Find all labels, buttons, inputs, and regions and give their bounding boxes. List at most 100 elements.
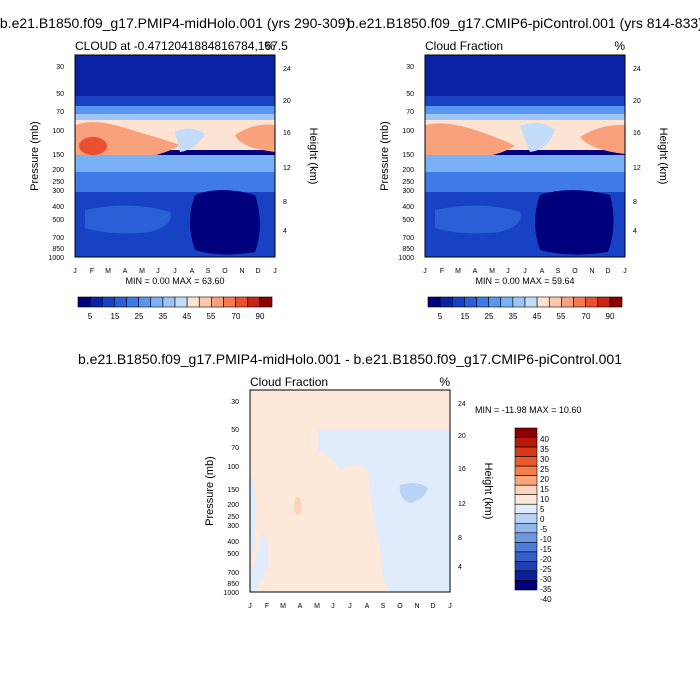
panel-title: b.e21.B1850.f09_g17.PMIP4-midHolo.001 - … [78,351,622,367]
plot-frame [249,389,451,593]
x-tick-label: J [156,268,160,275]
y-tick-label: 500 [52,217,64,224]
colorbar-label: 90 [256,312,265,321]
panel-left-label: CLOUD at -0.4712041884816784,167.5 [75,39,288,53]
x-axis: J F M A M J J A S O N D J [423,268,627,275]
colorbar-box [514,561,538,572]
x-tick-label: J [248,603,252,610]
y-tick-label: 250 [227,514,239,521]
heatmap-plot [74,54,276,258]
y-tick-label: 70 [56,109,64,116]
colorbar-box [514,580,538,591]
x-tick-label: J [73,268,77,275]
y-right-tick-label: 16 [633,130,641,137]
colorbar-box [514,475,538,486]
band-upper-3 [75,114,275,122]
colorbar-label: -20 [540,555,552,564]
colorbar-box [609,296,623,308]
y-tick-label: 700 [52,235,64,242]
y-right-axis-title: Height (km) [482,463,494,520]
colorbar-box [514,532,538,543]
colorbar-box [223,296,236,308]
min-max-label: MIN = 0.00 MAX = 59.64 [475,276,574,286]
colorbar-label: 10 [540,495,549,504]
y-right-tick-label: 24 [283,66,291,73]
y-tick-label: 150 [402,152,414,159]
colorbar-box [427,296,441,308]
colorbar-label: 90 [606,312,615,321]
band-upper-2 [425,106,625,116]
heatmap-plot [424,54,626,258]
colorbar-box [514,484,538,496]
y-right-tick-label: 8 [458,535,462,542]
colorbar-label: 15 [540,485,549,494]
x-tick-label: F [440,268,444,275]
x-tick-label: M [280,603,286,610]
colorbar-label: -30 [540,575,552,584]
y-tick-label: 850 [52,246,64,253]
colorbar-label: -40 [540,595,552,604]
panel-title: b.e21.B1850.f09_g17.PMIP4-midHolo.001 (y… [0,15,350,31]
y-tick-label: 300 [227,523,239,530]
colorbar-label: 40 [540,435,549,444]
cloud-feature-right [235,124,275,152]
colorbar-label: 30 [540,455,549,464]
colorbar: 5 15 25 35 45 55 70 90 [427,296,623,321]
colorbar-box [259,296,273,308]
x-tick-label: S [206,268,211,275]
y-right-tick-label: 16 [458,466,466,473]
y-tick-label: 50 [56,91,64,98]
colorbar-box [488,296,502,308]
colorbar-box [514,437,538,448]
cloud-core-left [79,137,107,155]
negative-core [399,483,428,503]
y-right-tick-label: 20 [458,433,466,440]
x-tick-label: M [314,603,320,610]
colorbar-label: 0 [540,515,545,524]
band-mid [425,155,625,175]
x-tick-label: S [381,603,386,610]
panel-left-label: Cloud Fraction [250,375,328,389]
x-tick-label: M [105,268,111,275]
colorbar-box [77,296,91,308]
colorbar-box [536,296,550,308]
y-right-axis-title: Height (km) [657,128,669,185]
y-right-tick-label: 4 [458,564,462,571]
y-tick-label: 850 [227,581,239,588]
colorbar-box [524,296,538,308]
negative-bottom-left [250,532,269,592]
band-upper-2 [75,106,275,116]
colorbar-label: 20 [540,475,549,484]
colorbar-box [174,296,188,308]
x-tick-label: N [414,603,419,610]
colorbar-label: 55 [557,312,566,321]
negative-region [318,430,450,592]
colorbar-boxes [514,427,538,591]
x-tick-label: D [255,268,260,275]
y-tick-label: 500 [402,217,414,224]
colorbar-box [476,296,489,308]
lower-feature [85,205,171,234]
y-axis-right: 24 20 16 12 8 4 Height (km) [458,401,494,571]
x-tick-label: A [540,268,545,275]
colorbar-label: 5 [88,312,93,321]
y-tick-label: 700 [402,235,414,242]
x-tick-label: A [473,268,478,275]
y-tick-label: 30 [231,399,239,406]
y-right-tick-label: 20 [633,98,641,105]
panel-right-label: % [439,375,450,389]
colorbar-label: 70 [232,312,241,321]
x-tick-label: S [556,268,561,275]
colorbar-box [89,296,103,308]
colorbar-label: 45 [183,312,192,321]
min-max-label: MIN = 0.00 MAX = 63.60 [125,276,224,286]
band-mid [75,155,275,175]
colorbar-boxes [427,296,623,308]
x-tick-label: J [523,268,527,275]
y-axis-title: Pressure (mb) [204,456,216,526]
heatmap-plot [249,389,451,593]
colorbar-label: -25 [540,565,552,574]
lower-feature [435,205,521,234]
colorbar-box [514,503,538,515]
colorbar-box [198,296,212,308]
